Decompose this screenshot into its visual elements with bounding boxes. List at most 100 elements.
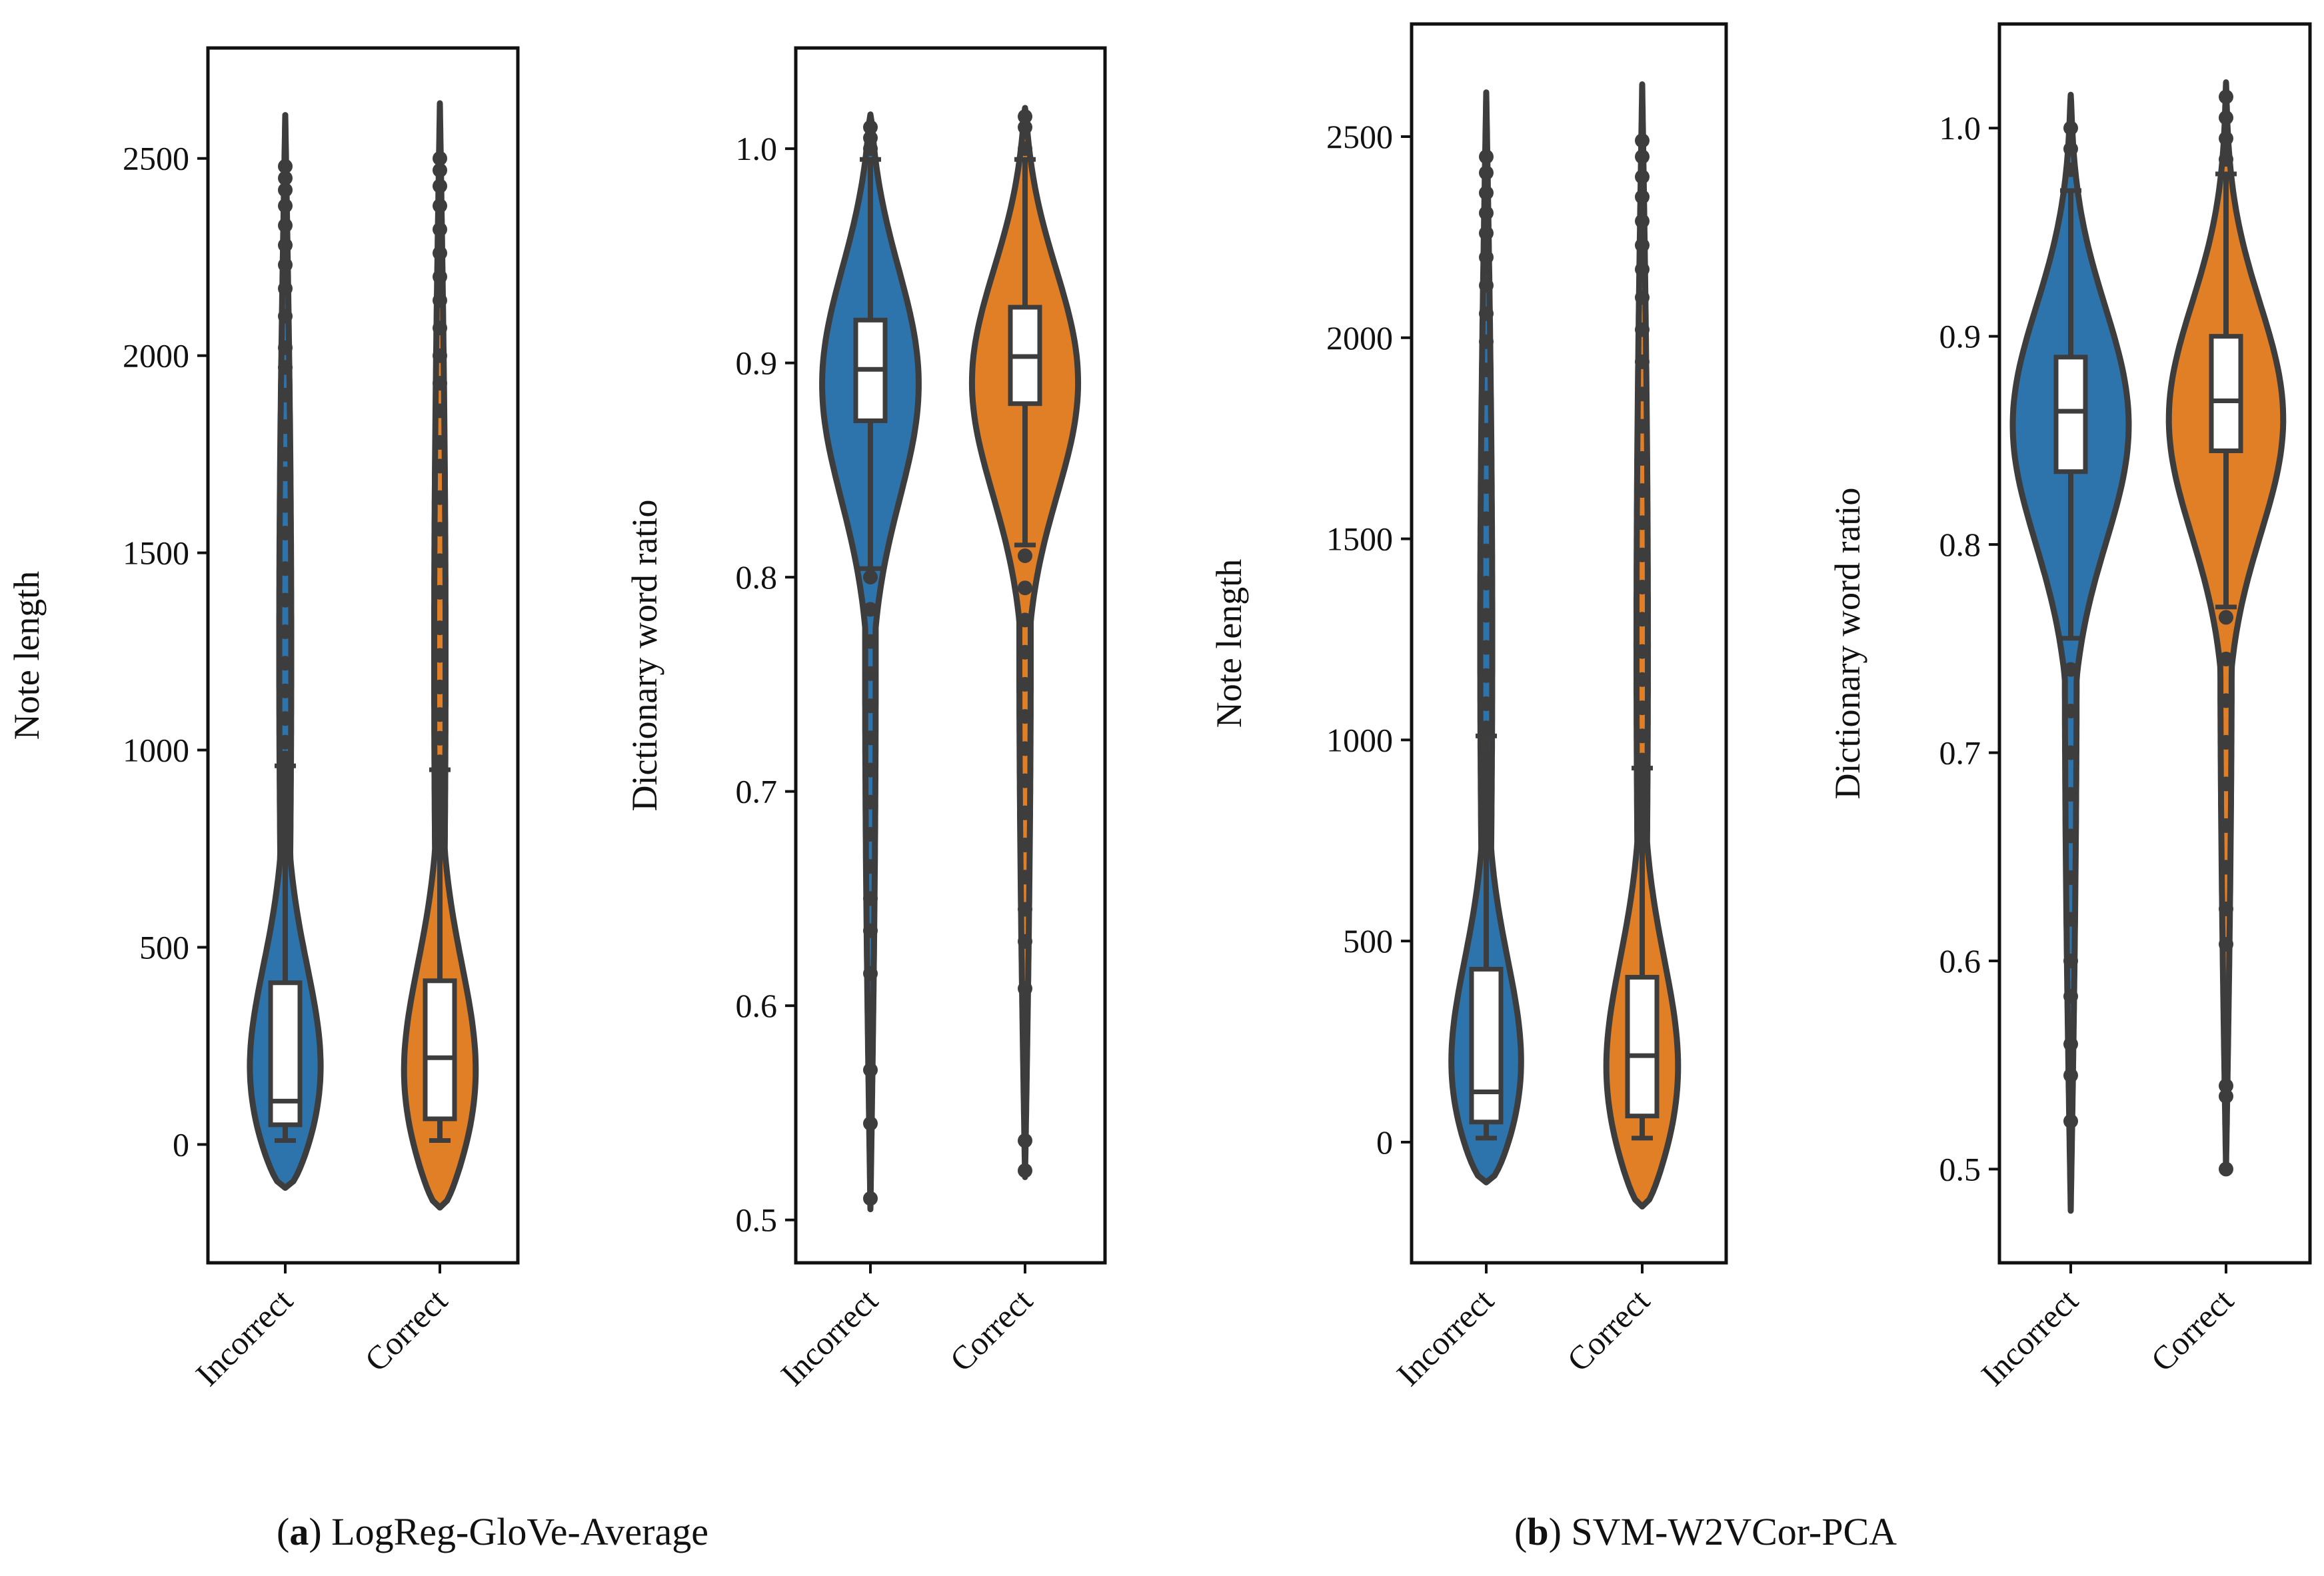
outlier-point xyxy=(863,859,878,874)
y-tick-label: 0.9 xyxy=(736,345,778,382)
outlier-point xyxy=(278,198,293,213)
outlier-point xyxy=(1479,250,1494,265)
outlier-point xyxy=(1479,391,1494,406)
outlier-point xyxy=(2219,693,2233,708)
outlier-point xyxy=(433,269,447,285)
outlier-point xyxy=(278,466,293,482)
outlier-point xyxy=(1018,580,1032,596)
outlier-point xyxy=(1479,165,1494,181)
outlier-point xyxy=(278,237,293,253)
outlier-point xyxy=(278,683,293,698)
y-tick-label: 1.0 xyxy=(736,130,778,167)
outlier-point xyxy=(1635,189,1650,205)
outlier-point xyxy=(278,750,293,766)
outlier-point xyxy=(863,141,878,157)
box-iqr xyxy=(423,978,457,1122)
outlier-point xyxy=(2063,1036,2078,1052)
outlier-point xyxy=(1479,576,1494,590)
outlier-point xyxy=(2063,954,2078,968)
outlier-point xyxy=(433,293,447,308)
y-axis-label: Dictionary word ratio xyxy=(624,500,664,812)
outlier-point xyxy=(2063,704,2078,718)
outlier-point xyxy=(2063,1068,2078,1083)
outlier-point xyxy=(1479,185,1494,201)
outlier-point xyxy=(433,179,447,194)
outlier-point xyxy=(2063,162,2078,177)
outlier-point xyxy=(278,257,293,273)
outlier-point xyxy=(1018,981,1032,996)
outlier-point xyxy=(1479,205,1494,221)
y-tick-label: 2000 xyxy=(1326,319,1393,357)
x-tick-label-correct: Correct xyxy=(942,1281,1040,1379)
outlier-point xyxy=(1635,612,1650,627)
outlier-point xyxy=(433,648,447,663)
outlier-point xyxy=(433,754,447,770)
outlier-point xyxy=(433,376,447,391)
y-tick-label: 0.6 xyxy=(1939,942,1981,980)
outlier-point xyxy=(1479,225,1494,241)
outlier-point xyxy=(2219,651,2233,666)
outlier-point xyxy=(433,403,447,418)
outlier-point xyxy=(1635,169,1650,185)
y-tick-label: 0.7 xyxy=(736,773,778,810)
box-iqr xyxy=(1625,974,1660,1119)
outlier-point xyxy=(863,966,878,981)
outlier-point xyxy=(278,171,293,186)
outlier-point xyxy=(433,620,447,636)
outlier-point xyxy=(1635,322,1650,337)
x-tick-label-correct: Correct xyxy=(2143,1281,2241,1379)
violin-correct xyxy=(968,105,1082,1180)
outlier-point xyxy=(278,281,293,296)
outlier-point xyxy=(1479,696,1494,711)
outlier-point xyxy=(433,553,447,568)
outlier-point xyxy=(278,498,293,513)
outlier-point xyxy=(2219,1089,2233,1104)
outlier-point xyxy=(2063,662,2078,677)
outlier-point xyxy=(2063,745,2078,760)
outlier-point xyxy=(1635,547,1650,562)
y-tick-label: 0 xyxy=(173,1126,189,1163)
outlier-point xyxy=(2219,1078,2233,1094)
y-tick-label: 500 xyxy=(1343,922,1393,960)
violin-panel-a-left: 0 500 1000 1500 2000 2500 Note length Incorrect… xyxy=(7,46,520,1393)
outlier-point xyxy=(1018,644,1032,660)
outlier-point xyxy=(1479,479,1494,494)
violin-correct xyxy=(2165,79,2287,1172)
outlier-point xyxy=(863,1062,878,1078)
outlier-point xyxy=(2219,131,2233,146)
y-tick-label: 1500 xyxy=(123,534,189,572)
outlier-point xyxy=(433,151,447,166)
box-iqr xyxy=(2209,334,2243,453)
outlier-point xyxy=(863,698,878,714)
outlier-point xyxy=(278,340,293,355)
outlier-point xyxy=(433,707,447,722)
outlier-point xyxy=(1479,422,1494,438)
outlier-point xyxy=(433,321,447,336)
outlier-point xyxy=(278,592,293,608)
outlier-point xyxy=(433,490,447,505)
outlier-point xyxy=(1018,676,1032,692)
y-tick-label: 0.8 xyxy=(1939,526,1981,563)
violin-panel-b-right: 0.5 0.6 0.7 0.8 0.9 1.0 Dictionary word ratio I… xyxy=(1827,22,2312,1393)
outlier-point xyxy=(2063,828,2078,844)
y-tick-label: 1000 xyxy=(1326,721,1393,758)
outlier-point xyxy=(1018,109,1032,124)
outlier-point xyxy=(433,730,447,746)
x-tick-label-correct: Correct xyxy=(1560,1281,1657,1379)
outlier-point xyxy=(278,526,293,540)
outlier-point xyxy=(1635,700,1650,716)
y-tick-label: 500 xyxy=(139,928,189,966)
outlier-point xyxy=(1635,580,1650,594)
outlier-point xyxy=(863,1116,878,1131)
outlier-point xyxy=(433,679,447,694)
outlier-point xyxy=(433,522,447,537)
axes-frame xyxy=(794,46,1107,1265)
box-iqr xyxy=(1469,966,1504,1125)
outlier-point xyxy=(1018,1163,1032,1178)
outlier-point xyxy=(278,734,293,750)
outlier-point xyxy=(2063,870,2078,885)
outlier-point xyxy=(1479,511,1494,526)
outlier-point xyxy=(2219,860,2233,875)
y-axis-label: Note length xyxy=(7,571,47,740)
x-tick-label-incorrect: Incorrect xyxy=(774,1281,885,1393)
